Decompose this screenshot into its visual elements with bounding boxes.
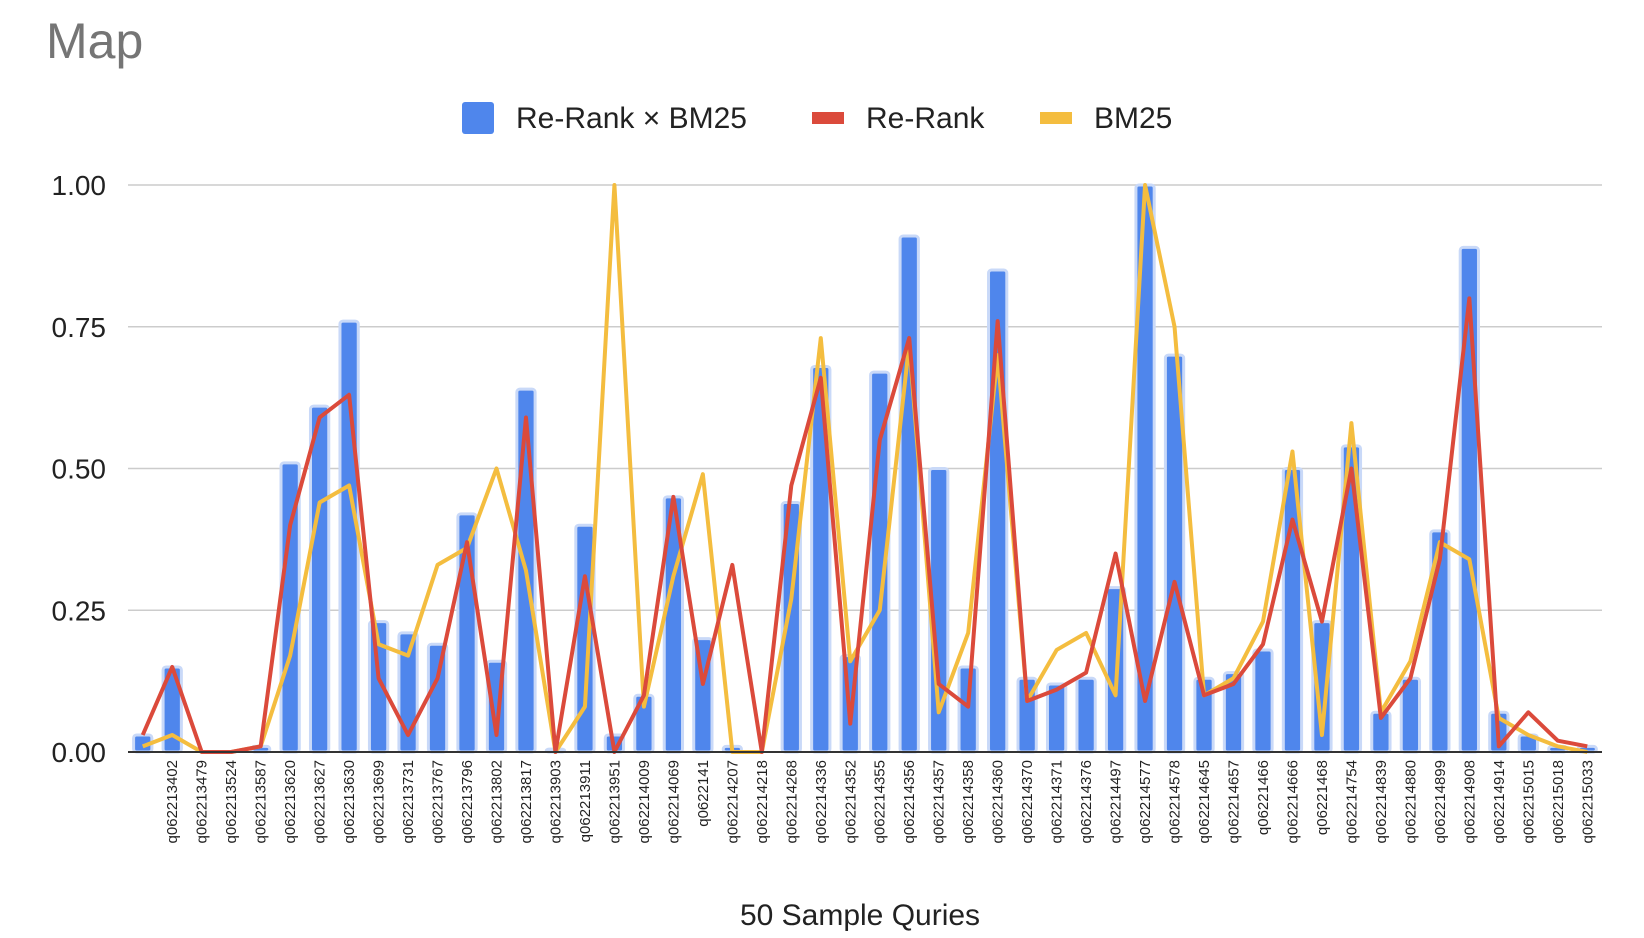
x-tick-label: q062213951	[606, 760, 623, 843]
legend-item-rerank-bm25[interactable]: Re-Rank × BM25	[462, 102, 747, 135]
x-tick-label: q062213903	[547, 760, 564, 843]
x-tick-label: q062214497	[1108, 760, 1125, 843]
x-tick-label: q062214371	[1049, 760, 1066, 843]
bar[interactable]	[338, 319, 360, 754]
x-tick-label: q062214908	[1461, 760, 1478, 843]
bar[interactable]	[1075, 676, 1097, 754]
x-tick-label: q062213630	[341, 760, 358, 843]
x-tick-label: q062213627	[312, 760, 329, 843]
x-tick-label: q062214336	[813, 760, 830, 843]
legend-swatch-rerank	[812, 112, 844, 124]
x-tick-label: q0622141	[695, 760, 712, 827]
x-tick-label: q062213479	[194, 760, 211, 843]
x-tick-label: q062214218	[754, 760, 771, 843]
x-tick-label: q06221468	[1314, 760, 1331, 835]
chart-title: Map	[46, 13, 143, 69]
x-tick-label: q062214914	[1491, 760, 1508, 843]
bar[interactable]	[426, 642, 449, 754]
y-tick-label: 0.25	[52, 595, 107, 626]
bar[interactable]	[898, 234, 920, 754]
x-tick-label: q062213402	[164, 760, 181, 843]
legend-label-bm25: BM25	[1094, 102, 1172, 135]
x-tick-label: q062214358	[960, 760, 977, 843]
x-tick-label: q062214356	[901, 760, 918, 843]
x-tick-label: q062214645	[1196, 760, 1213, 843]
y-axis-ticks: 0.00 0.25 0.50 0.75 1.00	[52, 170, 107, 768]
bar[interactable]	[957, 665, 979, 754]
x-tick-label: q062214360	[990, 760, 1007, 843]
x-tick-label: q062214207	[724, 760, 741, 843]
line-series-rerank	[140, 296, 1588, 754]
x-tick-label: q062213767	[430, 760, 447, 843]
x-tick-label: q062213699	[371, 760, 388, 843]
x-tick-label: q062214009	[636, 760, 653, 843]
y-tick-label: 0.75	[52, 312, 107, 343]
x-tick-label: q062213731	[400, 760, 417, 843]
x-tick-label: q062214069	[665, 760, 682, 843]
x-tick-label: q06221466	[1255, 760, 1272, 835]
x-axis-ticks: q062213402 q062213479 q062213524 q062213587…	[164, 760, 1596, 843]
legend-swatch-rerank-bm25	[462, 102, 494, 134]
x-tick-label: q062213524	[223, 760, 240, 843]
x-tick-label: q062214376	[1078, 760, 1095, 843]
y-tick-label: 0.50	[52, 454, 107, 485]
x-tick-label: q062214357	[931, 760, 948, 843]
x-tick-label: q062214577	[1137, 760, 1154, 843]
x-tick-label: q062214578	[1167, 760, 1184, 843]
x-tick-label: q062214352	[842, 760, 859, 843]
x-tick-label: q062215015	[1520, 760, 1537, 843]
x-tick-label: q062215033	[1579, 760, 1596, 843]
x-tick-label: q062213587	[253, 760, 270, 843]
legend: Re-Rank × BM25 Re-Rank BM25	[462, 102, 1172, 135]
x-tick-label: q062213796	[459, 760, 476, 843]
x-tick-label: q062214839	[1373, 760, 1390, 843]
x-tick-label: q062214268	[783, 760, 800, 843]
legend-item-rerank[interactable]: Re-Rank	[812, 102, 985, 135]
line-series-bm25	[142, 183, 1588, 754]
legend-label-rerank-bm25: Re-Rank × BM25	[516, 102, 747, 135]
x-tick-label: q062213911	[577, 760, 594, 842]
x-tick-label: q062215018	[1550, 760, 1567, 843]
x-tick-label: q062214754	[1343, 760, 1360, 843]
x-tick-label: q062213802	[489, 760, 506, 843]
x-tick-label: q062214880	[1402, 760, 1419, 843]
x-tick-label: q062213817	[518, 760, 535, 843]
x-tick-label: q062214355	[872, 760, 889, 843]
x-tick-label: q062214666	[1284, 760, 1301, 843]
bar[interactable]	[308, 404, 331, 754]
x-tick-label: q062214370	[1019, 760, 1036, 843]
y-tick-label: 0.00	[52, 737, 107, 768]
legend-item-bm25[interactable]: BM25	[1040, 102, 1172, 135]
y-tick-label: 1.00	[52, 170, 107, 201]
x-tick-label: q062214899	[1432, 760, 1449, 843]
x-tick-label: q062213620	[282, 760, 299, 843]
x-axis-title: 50 Sample Quries	[740, 899, 980, 932]
legend-swatch-bm25	[1040, 112, 1072, 124]
legend-label-rerank: Re-Rank	[866, 102, 985, 135]
x-tick-label: q062214657	[1226, 760, 1243, 843]
bar[interactable]	[1252, 648, 1274, 754]
